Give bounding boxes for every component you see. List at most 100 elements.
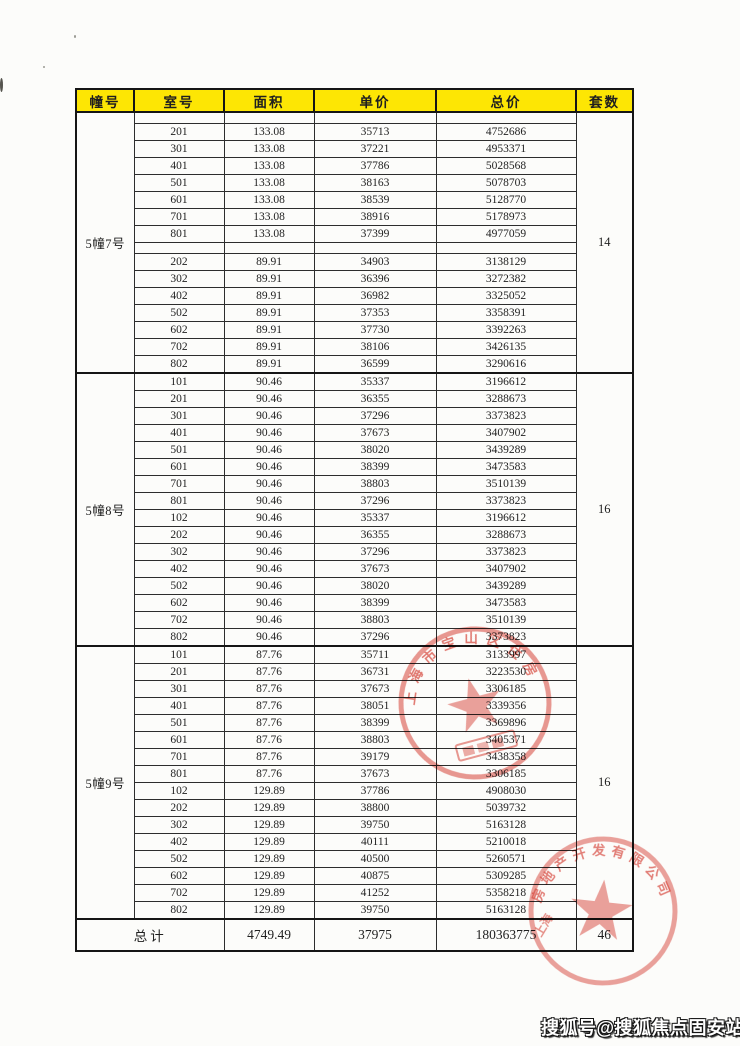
table-cell: 37296: [313, 492, 437, 510]
table-row: 401 87.76 38051 3339356: [76, 697, 633, 715]
table-cell: 39750: [313, 816, 437, 834]
table-row: 801 87.76 37673 3306185: [76, 765, 633, 783]
table-cell: 133.08: [223, 174, 315, 192]
table-cell: 3439289: [435, 577, 577, 595]
table-cell: 5078703: [435, 174, 577, 192]
table-cell: 129.89: [223, 782, 315, 800]
total-unit-price: 37975: [313, 918, 437, 952]
table-cell: 37673: [313, 680, 437, 698]
table-cell: [133, 242, 225, 254]
table-cell: 3439289: [435, 441, 577, 459]
table-cell: 5309285: [435, 867, 577, 885]
table-row: 501 87.76 38399 3369896: [76, 714, 633, 732]
table-row: 202 129.89 38800 5039732: [76, 799, 633, 817]
table-row: 701 87.76 39179 3438358: [76, 748, 633, 766]
table-row: 301 90.46 37296 3373823: [76, 407, 633, 425]
table-cell: 90.46: [223, 407, 315, 425]
table-cell: 35337: [313, 509, 437, 527]
table-row: 5幢9号 101 87.76 35711 3133997 16: [75, 645, 634, 920]
table-cell: 90.46: [223, 492, 315, 510]
table-cell: 3369896: [435, 714, 577, 732]
table-cell: 702: [133, 884, 225, 902]
table-row: 401 90.46 37673 3407902: [76, 424, 633, 442]
table-cell: 101: [133, 372, 225, 391]
table-cell: 3306185: [435, 680, 577, 698]
table-cell: 3196612: [435, 372, 577, 391]
table-row: 302 129.89 39750 5163128: [76, 816, 633, 834]
scan-artifact: [74, 35, 76, 38]
table-row: 302 89.91 36396 3272382: [76, 270, 633, 288]
table-cell: 38800: [313, 799, 437, 817]
table-cell: 37353: [313, 304, 437, 322]
table-cell: 202: [133, 253, 225, 271]
table-cell: 3473583: [435, 458, 577, 476]
table-cell: 801: [133, 492, 225, 510]
table-cell: 502: [133, 850, 225, 868]
table-cell: 89.91: [223, 321, 315, 339]
table-cell: 38399: [313, 594, 437, 612]
total-label: 总计: [75, 918, 225, 952]
table-cell: 3407902: [435, 424, 577, 442]
table-cell: 102: [133, 782, 225, 800]
table-cell: 89.91: [223, 355, 315, 374]
table-cell: 3407902: [435, 560, 577, 578]
table-cell: 3133997: [435, 645, 577, 664]
table-cell: 102: [133, 509, 225, 527]
table-cell: 40111: [313, 833, 437, 851]
total-row: 总计 4749.49 37975 180363775 46: [75, 918, 634, 952]
table-cell: 402: [133, 560, 225, 578]
table-cell: 301: [133, 140, 225, 158]
table-cell: 502: [133, 304, 225, 322]
table-cell: 38163: [313, 174, 437, 192]
table-cell: 801: [133, 765, 225, 783]
total-count: 46: [575, 918, 634, 952]
table-row: 301 87.76 37673 3306185: [76, 680, 633, 698]
table-row: 601 133.08 38539 5128770: [76, 191, 633, 209]
table-row: 502 89.91 37353 3358391: [76, 304, 633, 322]
table-cell: 133.08: [223, 157, 315, 175]
table-cell: 3510139: [435, 475, 577, 493]
table-row: 501 133.08 38163 5078703: [76, 174, 633, 192]
table-row: 201 133.08 35713 4752686: [76, 123, 633, 141]
table-cell: 41252: [313, 884, 437, 902]
table-cell: 4953371: [435, 140, 577, 158]
table-cell: 401: [133, 697, 225, 715]
header-row: 幢号 室号 面积 单价 总价 套数: [75, 88, 634, 113]
table-cell: 4908030: [435, 782, 577, 800]
table-cell: [133, 111, 225, 124]
table-row: 702 129.89 41252 5358218: [76, 884, 633, 902]
table-cell: 37296: [313, 407, 437, 425]
table-row: 702 89.91 38106 3426135: [76, 338, 633, 356]
sohu-watermark: 搜狐号@搜狐焦点固安站: [541, 1018, 740, 1038]
table-row: 701 90.46 38803 3510139: [76, 475, 633, 493]
table-row: 601 87.76 38803 3405371: [76, 731, 633, 749]
table-row: 102 129.89 37786 4908030: [76, 782, 633, 800]
table-cell: 702: [133, 611, 225, 629]
table-cell: 129.89: [223, 850, 315, 868]
table-cell: 129.89: [223, 799, 315, 817]
column-header-3: 单价: [313, 88, 437, 113]
table-cell: 202: [133, 799, 225, 817]
table-cell: 602: [133, 321, 225, 339]
table-cell: 133.08: [223, 140, 315, 158]
table-row: 602 90.46 38399 3473583: [76, 594, 633, 612]
table-cell: 601: [133, 191, 225, 209]
table-row: 502 90.46 38020 3439289: [76, 577, 633, 595]
table-row: 802 89.91 36599 3290616: [76, 355, 633, 374]
column-header-5: 套数: [575, 88, 634, 113]
table-cell: 602: [133, 594, 225, 612]
table-cell: 89.91: [223, 287, 315, 305]
table-cell: 37296: [313, 543, 437, 561]
table-cell: 3426135: [435, 338, 577, 356]
table-cell: 40500: [313, 850, 437, 868]
table-cell: 3290616: [435, 355, 577, 374]
table-cell: 36355: [313, 526, 437, 544]
table-row: 701 133.08 38916 5178973: [76, 208, 633, 226]
table-cell: 87.76: [223, 748, 315, 766]
table-cell: 801: [133, 225, 225, 243]
table-cell: 501: [133, 174, 225, 192]
table-cell: 301: [133, 680, 225, 698]
table-cell: 40875: [313, 867, 437, 885]
table-cell: 37673: [313, 765, 437, 783]
price-table: 幢号 室号 面积 单价 总价 套数 5幢7号 14 201 133.08 35713 4752686…: [75, 88, 634, 952]
